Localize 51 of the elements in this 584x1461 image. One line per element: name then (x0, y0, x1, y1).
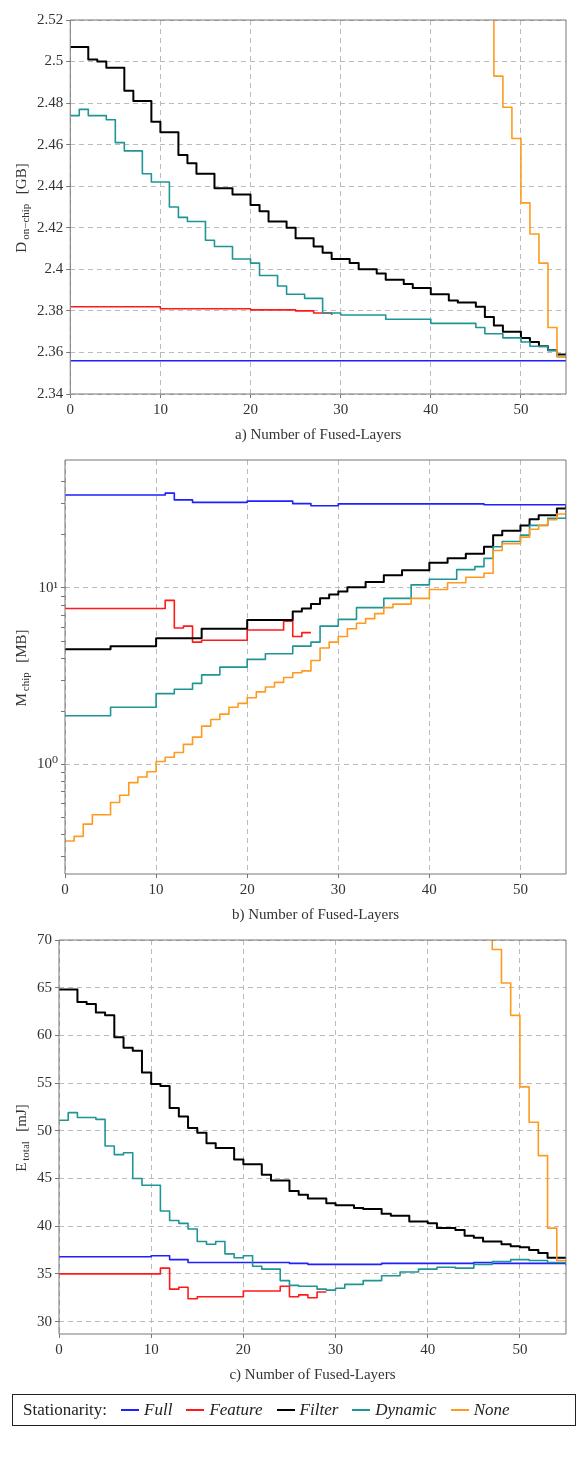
y-tick-label: 2.52 (37, 10, 64, 27)
x-tick-label: 10 (148, 880, 164, 897)
x-tick-label: 30 (328, 1340, 344, 1357)
x-tick-label: 50 (513, 400, 529, 417)
y-tick-label: 30 (37, 1312, 52, 1329)
x-tick-label: 20 (243, 400, 259, 417)
y-tick-label: 35 (37, 1264, 52, 1281)
legend-label: Dynamic (375, 1400, 437, 1420)
legend-label: Feature (209, 1400, 263, 1420)
x-tick-label: 40 (423, 400, 439, 417)
y-tick-label: 55 (37, 1074, 52, 1091)
x-tick-label: 10 (143, 1340, 159, 1357)
y-axis-title: Etotal [mJ] (12, 1104, 32, 1172)
legend-label: Filter (299, 1400, 339, 1420)
y-tick-label: 60 (37, 1026, 52, 1043)
y-tick-label: 2.34 (37, 384, 64, 401)
y-tick-label: 2.48 (37, 94, 64, 111)
y-tick-label: 2.46 (37, 135, 64, 152)
y-tick-label: 65 (37, 978, 52, 995)
y-tick-label: 10¹ (38, 578, 59, 595)
x-tick-label: 0 (61, 880, 69, 897)
legend-label: Full (144, 1400, 173, 1420)
legend-label: None (473, 1400, 510, 1420)
x-tick-label: 30 (330, 880, 346, 897)
y-tick-label: 10⁰ (37, 755, 59, 772)
y-tick-label: 70 (37, 930, 52, 947)
y-tick-label: 50 (37, 1121, 52, 1138)
x-tick-label: 30 (333, 400, 349, 417)
x-tick-label: 20 (239, 880, 255, 897)
x-axis-title: c) Number of Fused-Layers (229, 1365, 396, 1383)
y-tick-label: 2.4 (44, 260, 64, 277)
y-tick-label: 45 (37, 1169, 52, 1186)
y-tick-label: 2.42 (37, 218, 64, 235)
y-axis-title: Mchip [MB] (12, 629, 32, 707)
legend-title: Stationarity: (23, 1400, 108, 1420)
y-tick-label: 2.36 (37, 343, 64, 360)
x-tick-label: 50 (512, 880, 528, 897)
y-tick-label: 40 (37, 1217, 52, 1234)
x-tick-label: 20 (235, 1340, 251, 1357)
x-tick-label: 10 (152, 400, 168, 417)
x-axis-title: a) Number of Fused-Layers (235, 425, 402, 443)
x-tick-label: 0 (66, 400, 74, 417)
y-tick-label: 2.38 (37, 301, 64, 318)
x-axis-title: b) Number of Fused-Layers (231, 905, 400, 923)
y-tick-label: 2.44 (37, 177, 64, 194)
y-tick-label: 2.5 (44, 52, 64, 69)
x-tick-label: 50 (512, 1340, 528, 1357)
y-axis-title: Don−chip [GB] (12, 163, 32, 253)
x-tick-label: 40 (420, 1340, 436, 1357)
x-tick-label: 40 (421, 880, 437, 897)
x-tick-label: 0 (55, 1340, 63, 1357)
